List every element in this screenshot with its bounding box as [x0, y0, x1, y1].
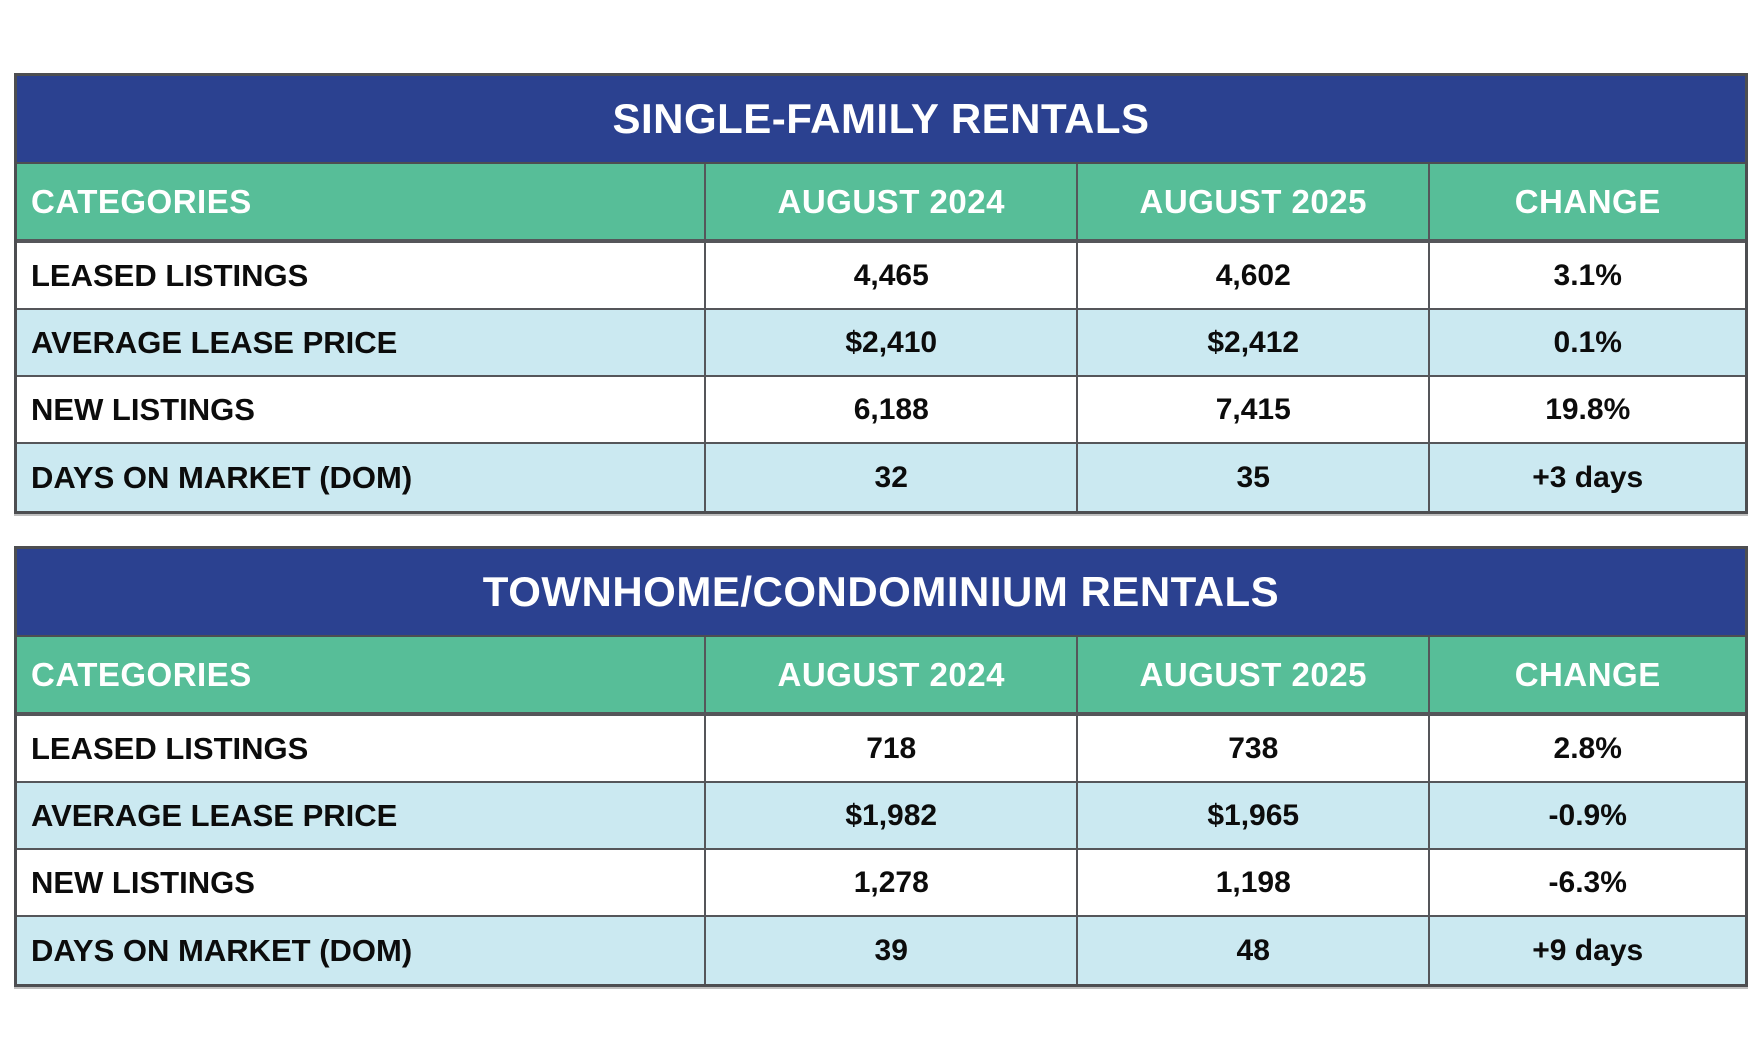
value-cell-august-2025: $1,965 — [1078, 783, 1431, 848]
column-header-august-2025: AUGUST 2025 — [1078, 637, 1431, 712]
table-row-leased-listings: LEASED LISTINGS 4,465 4,602 3.1% — [17, 243, 1745, 310]
value-cell-august-2024: 32 — [706, 444, 1078, 511]
table-row-leased-listings: LEASED LISTINGS 718 738 2.8% — [17, 716, 1745, 783]
value-cell-change: -6.3% — [1548, 865, 1627, 899]
table-title-bar: SINGLE-FAMILY RENTALS — [17, 76, 1745, 164]
table-row-days-on-market: DAYS ON MARKET (DOM) 39 48 +9 days — [17, 917, 1745, 984]
value-cell-august-2025: 4,602 — [1078, 243, 1431, 308]
category-cell: AVERAGE LEASE PRICE — [17, 310, 707, 375]
category-cell: LEASED LISTINGS — [17, 243, 707, 308]
value-cell-august-2024: 6,188 — [706, 377, 1078, 442]
value-cell-august-2025: 35 — [1078, 444, 1431, 511]
value-cell-change: -0.9% — [1548, 798, 1627, 832]
value-cell-august-2024: $2,410 — [706, 310, 1078, 375]
column-header-change: CHANGE — [1514, 182, 1661, 220]
value-cell-august-2025: $2,412 — [1078, 310, 1431, 375]
table-title-bar: TOWNHOME/CONDOMINIUM RENTALS — [17, 549, 1745, 637]
category-cell: NEW LISTINGS — [17, 850, 707, 915]
single-family-rentals-table: SINGLE-FAMILY RENTALS CATEGORIES AUGUST … — [14, 73, 1748, 514]
table-row-average-lease-price: AVERAGE LEASE PRICE $1,982 $1,965 -0.9% — [17, 783, 1745, 850]
column-header-categories: CATEGORIES — [17, 637, 707, 712]
table-row-new-listings: NEW LISTINGS 6,188 7,415 19.8% — [17, 377, 1745, 444]
value-cell-august-2025: 738 — [1078, 716, 1431, 781]
value-cell-august-2025: 48 — [1078, 917, 1431, 984]
column-header-row: CATEGORIES AUGUST 2024 AUGUST 2025 CHANG… — [17, 164, 1745, 243]
value-cell-change: 0.1% — [1553, 325, 1622, 359]
value-cell-august-2024: 4,465 — [706, 243, 1078, 308]
table-title: SINGLE-FAMILY RENTALS — [612, 95, 1150, 142]
table-row-new-listings: NEW LISTINGS 1,278 1,198 -6.3% — [17, 850, 1745, 917]
column-header-august-2024: AUGUST 2024 — [706, 637, 1078, 712]
column-header-row: CATEGORIES AUGUST 2024 AUGUST 2025 CHANG… — [17, 637, 1745, 716]
column-header-august-2024: AUGUST 2024 — [706, 164, 1078, 239]
value-cell-change: +9 days — [1532, 933, 1644, 967]
value-cell-change: 2.8% — [1553, 731, 1622, 765]
value-cell-august-2025: 1,198 — [1078, 850, 1431, 915]
value-cell-august-2024: $1,982 — [706, 783, 1078, 848]
column-header-change: CHANGE — [1514, 655, 1661, 693]
value-cell-august-2025: 7,415 — [1078, 377, 1431, 442]
category-cell: LEASED LISTINGS — [17, 716, 707, 781]
townhome-condominium-rentals-table: TOWNHOME/CONDOMINIUM RENTALS CATEGORIES … — [14, 546, 1748, 987]
value-cell-august-2024: 39 — [706, 917, 1078, 984]
column-header-categories: CATEGORIES — [17, 164, 707, 239]
value-cell-august-2024: 718 — [706, 716, 1078, 781]
page: SINGLE-FAMILY RENTALS CATEGORIES AUGUST … — [14, 73, 1748, 987]
value-cell-change: 19.8% — [1545, 392, 1631, 426]
category-cell: DAYS ON MARKET (DOM) — [17, 444, 707, 511]
table-row-average-lease-price: AVERAGE LEASE PRICE $2,410 $2,412 0.1% — [17, 310, 1745, 377]
value-cell-change: 3.1% — [1553, 258, 1622, 292]
table-row-days-on-market: DAYS ON MARKET (DOM) 32 35 +3 days — [17, 444, 1745, 511]
category-cell: DAYS ON MARKET (DOM) — [17, 917, 707, 984]
value-cell-august-2024: 1,278 — [706, 850, 1078, 915]
column-header-august-2025: AUGUST 2025 — [1078, 164, 1431, 239]
table-title: TOWNHOME/CONDOMINIUM RENTALS — [482, 568, 1280, 615]
value-cell-change: +3 days — [1532, 460, 1644, 494]
category-cell: NEW LISTINGS — [17, 377, 707, 442]
category-cell: AVERAGE LEASE PRICE — [17, 783, 707, 848]
